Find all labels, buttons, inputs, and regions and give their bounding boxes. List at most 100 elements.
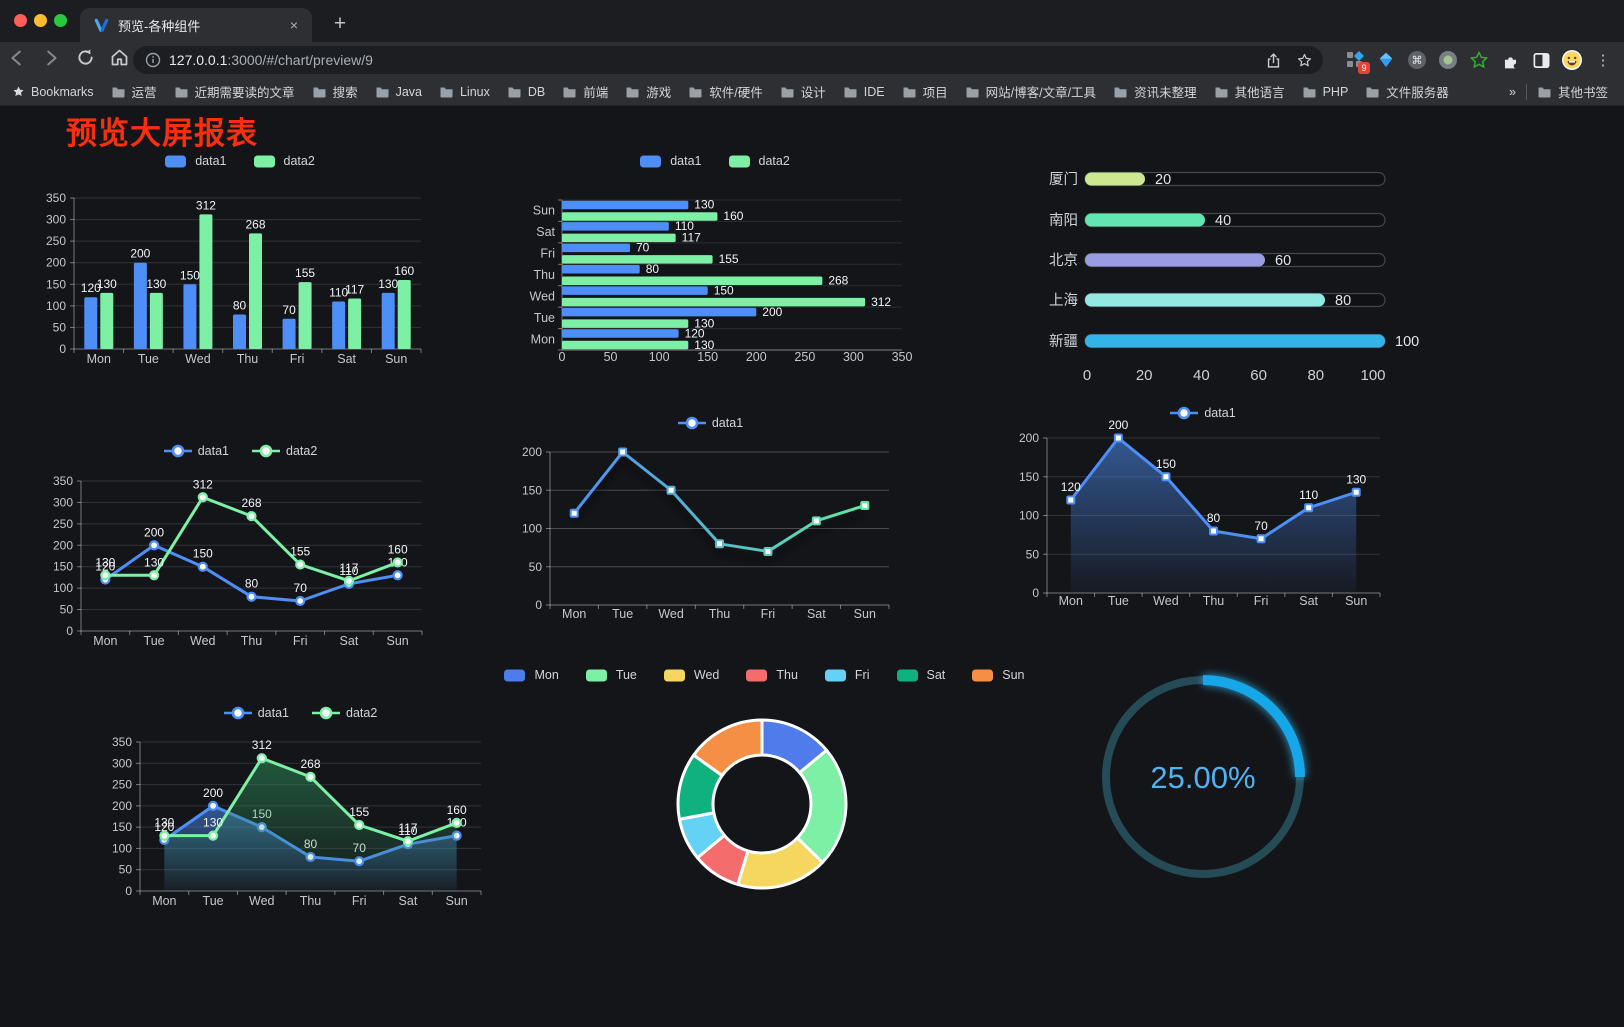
legend-item[interactable]: data1	[160, 154, 227, 168]
legend-item[interactable]: Tue	[581, 668, 637, 682]
url-bar[interactable]: 127.0.0.1:3000/#/chart/preview/9	[133, 46, 1323, 74]
legend-item[interactable]: Thu	[741, 668, 798, 682]
legend-label: data1	[257, 706, 289, 720]
legend-item[interactable]: data1	[163, 444, 229, 458]
forward-icon[interactable]	[34, 47, 68, 74]
line-gradient-plot: 0 50 100 150 200 Mon Tue Wed Thu Fri Sat Sun	[522, 445, 890, 621]
svg-text:160: 160	[388, 542, 408, 556]
bookmark-folder[interactable]: 其他语言	[1214, 82, 1285, 101]
svg-text:130: 130	[694, 338, 714, 352]
svg-text:40: 40	[1215, 213, 1231, 229]
bookmark-folder[interactable]: Java	[375, 85, 422, 99]
svg-text:北京: 北京	[1049, 252, 1078, 269]
new-tab-button[interactable]: +	[333, 12, 347, 35]
bookmark-folder[interactable]: 搜索	[312, 82, 358, 101]
legend-item[interactable]: data1	[223, 706, 289, 720]
svg-text:155: 155	[295, 266, 315, 280]
legend-item[interactable]: data2	[251, 444, 317, 458]
page-title: 预览大屏报表	[66, 116, 258, 151]
svg-text:350: 350	[112, 735, 132, 749]
bookmark-folder[interactable]: 资讯未整理	[1113, 82, 1197, 101]
extension-star-icon[interactable]	[1468, 49, 1490, 71]
bookmark-star-icon[interactable]	[1296, 52, 1313, 69]
svg-text:150: 150	[53, 560, 73, 574]
svg-text:Sat: Sat	[1299, 594, 1318, 608]
svg-text:130: 130	[154, 816, 174, 830]
other-bookmarks-folder[interactable]: 其他书签	[1537, 82, 1608, 101]
chart-ring-gauge: 25.00%	[1097, 671, 1309, 883]
bookmark-folder[interactable]: 设计	[780, 82, 826, 101]
legend-item[interactable]: data1	[677, 416, 743, 430]
legend-item[interactable]: Mon	[499, 668, 559, 682]
legend-item[interactable]: Sun	[967, 668, 1025, 682]
extension-puzzle-icon[interactable]	[1499, 49, 1521, 71]
site-info-icon[interactable]	[145, 52, 161, 68]
browser-tab[interactable]: 预览-各种组件 ×	[80, 8, 312, 42]
chart-line-area: data1 0 50 100 150 200 Mon Tue Wed Thu Fri Sat Sun 12…	[1005, 402, 1400, 614]
bookmarks-overflow-chevron[interactable]: »	[1509, 84, 1516, 99]
back-icon[interactable]	[0, 47, 34, 74]
minimize-window-button[interactable]	[34, 14, 47, 27]
chart-legend: data1 data2	[45, 440, 435, 462]
bookmark-folder[interactable]: 游戏	[625, 82, 671, 101]
bookmark-folder[interactable]: 软件/硬件	[688, 82, 763, 101]
bookmark-folder[interactable]: 前端	[562, 82, 608, 101]
bookmark-folder[interactable]: Linux	[439, 85, 490, 99]
svg-text:268: 268	[828, 274, 848, 288]
extension-record-icon[interactable]	[1437, 49, 1459, 71]
bookmark-folder[interactable]: 近期需要读的文章	[174, 82, 295, 101]
extension-command-icon[interactable]: ⌘	[1406, 49, 1428, 71]
svg-text:155: 155	[349, 805, 369, 819]
folder-icon	[1114, 87, 1127, 97]
home-icon[interactable]	[102, 47, 136, 73]
svg-text:Mon: Mon	[87, 352, 111, 366]
svg-text:Mon: Mon	[152, 894, 176, 908]
tab-close-icon[interactable]: ×	[289, 17, 298, 33]
legend-marker-icon	[640, 155, 662, 168]
svg-text:Wed: Wed	[1153, 594, 1179, 608]
reload-icon[interactable]	[68, 47, 102, 73]
url-path: :3000/#/chart/preview/9	[227, 52, 373, 68]
legend-label: Sat	[926, 668, 946, 682]
zoom-window-button[interactable]	[54, 14, 67, 27]
svg-text:150: 150	[714, 283, 734, 297]
profile-avatar[interactable]	[1561, 49, 1583, 71]
share-icon[interactable]	[1265, 52, 1282, 69]
legend-label: Fri	[854, 668, 870, 682]
svg-text:Thu: Thu	[300, 894, 322, 908]
close-window-button[interactable]	[14, 14, 27, 27]
svg-text:0: 0	[535, 598, 542, 612]
legend-item[interactable]: Wed	[659, 668, 719, 682]
extension-reader-icon[interactable]	[1530, 49, 1552, 71]
legend-label: data1	[1204, 406, 1236, 420]
svg-text:100: 100	[46, 299, 66, 313]
browser-menu-icon[interactable]: ⋮	[1595, 52, 1611, 69]
bookmark-folder[interactable]: 文件服务器	[1365, 82, 1449, 101]
legend-item[interactable]: Fri	[820, 668, 870, 682]
svg-text:Thu: Thu	[1203, 594, 1225, 608]
extension-grid-icon[interactable]: 9	[1344, 49, 1370, 74]
svg-text:120: 120	[685, 326, 705, 340]
svg-text:上海: 上海	[1049, 292, 1078, 309]
legend-item[interactable]: data2	[311, 706, 377, 720]
bookmark-folder[interactable]: 网站/博客/文章/工具	[965, 82, 1096, 101]
extension-gem-icon[interactable]	[1375, 49, 1397, 71]
svg-text:70: 70	[294, 581, 308, 595]
legend-label: data1	[670, 154, 702, 168]
folder-icon	[1303, 87, 1316, 97]
legend-item[interactable]: data1	[1169, 406, 1236, 420]
legend-item[interactable]: data2	[249, 154, 315, 168]
svg-text:155: 155	[719, 252, 739, 266]
legend-marker-icon	[252, 444, 280, 458]
bookmark-folder[interactable]: DB	[507, 85, 545, 99]
bookmark-folder[interactable]: 项目	[902, 82, 948, 101]
bookmark-folder[interactable]: 运营	[111, 82, 157, 101]
bookmark-folder[interactable]: PHP	[1302, 85, 1348, 99]
legend-item[interactable]: Sat	[892, 668, 946, 682]
bookmark-folder[interactable]: IDE	[843, 85, 885, 99]
svg-text:150: 150	[1019, 470, 1039, 484]
legend-item[interactable]: data1	[635, 154, 702, 168]
legend-item[interactable]: data2	[724, 154, 790, 168]
bookmarks-folder[interactable]: Bookmarks	[12, 85, 94, 99]
svg-text:350: 350	[53, 474, 73, 488]
